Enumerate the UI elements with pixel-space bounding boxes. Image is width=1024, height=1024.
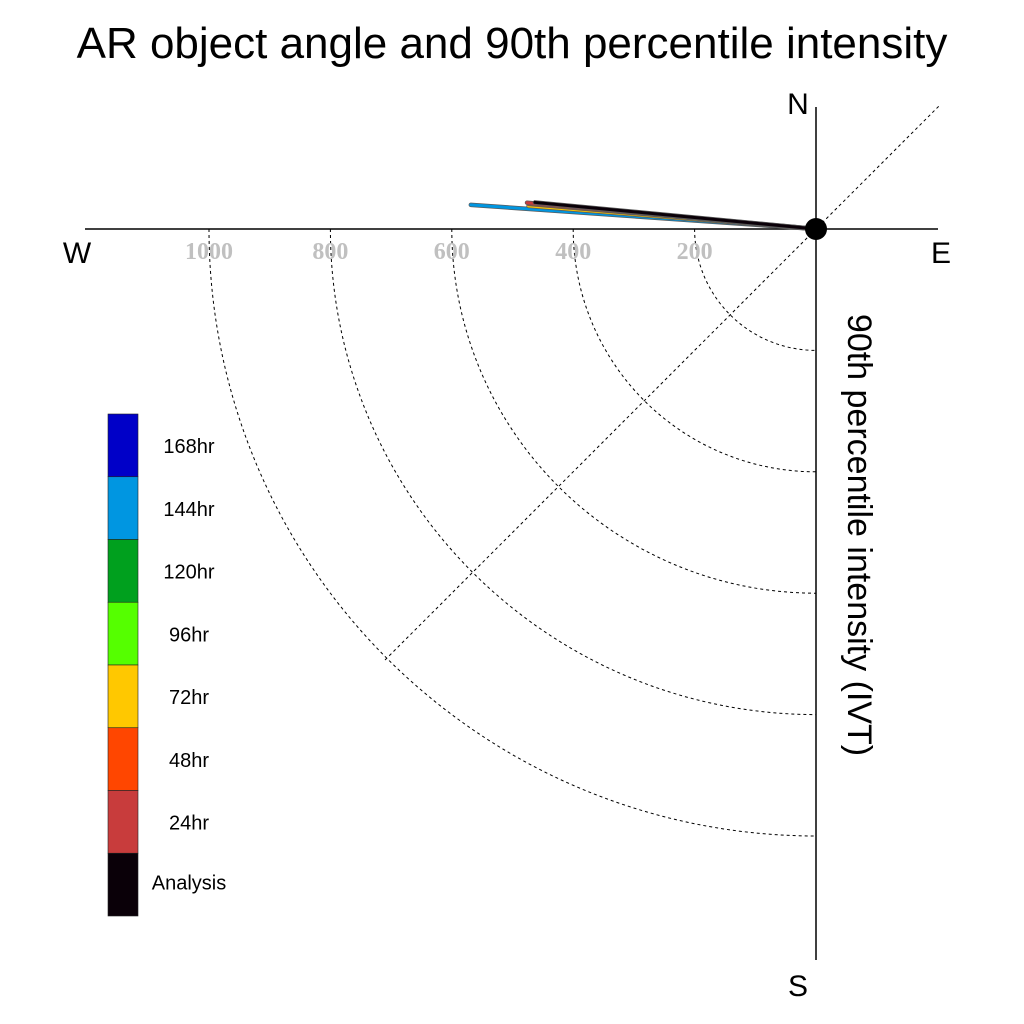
legend-swatch-24hr xyxy=(107,790,139,854)
legend-label-48hr: 48hr xyxy=(169,750,209,772)
compass-east: E xyxy=(931,237,951,270)
legend-label-72hr: 72hr xyxy=(169,687,209,709)
vector-layer xyxy=(468,200,819,232)
legend: 168hr 144hr 120hr 96hr 72hr 48hr 24hr Analysis xyxy=(107,413,226,917)
legend-label-analysis: Analysis xyxy=(152,872,226,894)
legend-swatch-48hr xyxy=(107,727,139,791)
chart-title: AR object angle and 90th percentile inte… xyxy=(77,19,948,68)
legend-label-96hr: 96hr xyxy=(169,624,209,646)
legend-swatch-analysis xyxy=(107,852,139,917)
radial-tick-label: 800 xyxy=(312,239,348,265)
compass-north: N xyxy=(787,88,809,121)
grid-arc-600 xyxy=(451,228,817,594)
legend-swatch-120hr xyxy=(107,539,139,603)
compass-south: S xyxy=(788,970,808,1003)
radial-tick-label: 200 xyxy=(677,239,713,265)
radial-tick-label: 400 xyxy=(555,239,591,265)
legend-label-24hr: 24hr xyxy=(169,813,209,835)
grid-arc-400 xyxy=(572,228,817,473)
legend-swatch-144hr xyxy=(107,476,139,540)
origin-marker xyxy=(805,218,827,240)
legend-label-144hr: 144hr xyxy=(163,499,214,521)
legend-swatch-72hr xyxy=(107,664,139,729)
legend-label-168hr: 168hr xyxy=(163,436,214,458)
compass-west: W xyxy=(63,237,92,270)
grid-arc-800 xyxy=(329,228,817,716)
radial-axis-title: 90th percentile intensity (IVT) xyxy=(840,314,878,756)
legend-swatch-168hr xyxy=(107,413,139,478)
diagonal-gridline xyxy=(384,104,941,661)
radial-tick-label: 600 xyxy=(434,239,470,265)
legend-label-120hr: 120hr xyxy=(163,562,214,584)
radial-tick-labels: 200 400 600 800 1000 xyxy=(185,239,713,265)
radial-tick-label: 1000 xyxy=(185,239,233,265)
grid-arc-200 xyxy=(694,228,817,351)
legend-swatch-96hr xyxy=(107,601,139,666)
vector-analysis xyxy=(533,200,818,231)
